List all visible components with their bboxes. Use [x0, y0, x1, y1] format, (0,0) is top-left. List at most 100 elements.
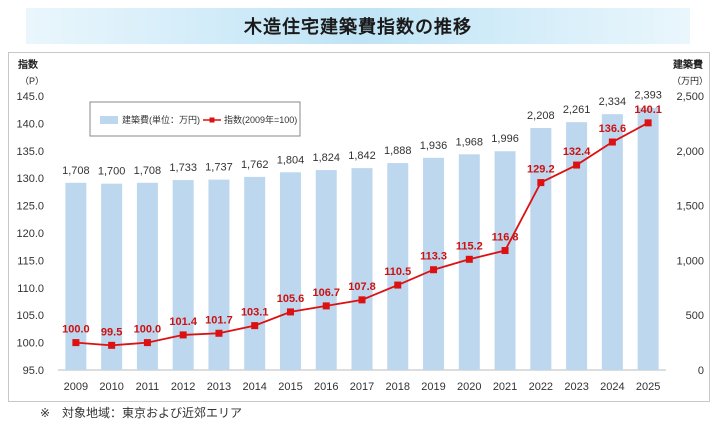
x-axis-tick-label: 2009 — [64, 381, 88, 393]
bar — [494, 151, 516, 370]
index-marker — [644, 119, 652, 127]
x-axis-tick-label: 2024 — [600, 381, 624, 393]
left-axis-tick-label: 125.0 — [16, 201, 44, 213]
bar-value-label: 1,762 — [241, 159, 269, 171]
x-axis-tick-label: 2023 — [564, 381, 588, 393]
bar — [208, 179, 230, 370]
index-marker — [501, 247, 509, 255]
index-value-label: 136.6 — [599, 123, 627, 135]
bar-value-label: 1,996 — [491, 133, 519, 145]
index-value-label: 103.1 — [241, 307, 269, 319]
index-value-label: 100.0 — [62, 324, 90, 336]
index-marker — [143, 339, 151, 347]
bar-value-label: 1,733 — [169, 162, 197, 174]
bar-value-label: 1,708 — [62, 165, 90, 177]
x-axis-tick-label: 2019 — [421, 381, 445, 393]
bar — [65, 182, 87, 370]
index-value-label: 132.4 — [563, 146, 591, 158]
bar-value-label: 2,208 — [527, 110, 555, 122]
bar-value-label: 1,700 — [98, 166, 126, 178]
bar — [387, 163, 409, 370]
left-axis-tick-label: 145.0 — [16, 91, 44, 103]
index-marker — [573, 161, 581, 169]
right-axis-tick-label: 1,500 — [676, 201, 704, 213]
right-axis-tick-label: 1,000 — [676, 255, 704, 267]
bar — [423, 157, 445, 370]
title-banner: 木造住宅建築費指数の推移 — [26, 8, 690, 44]
bar-value-label: 1,804 — [277, 154, 305, 166]
index-marker — [322, 302, 330, 310]
bar — [315, 170, 337, 370]
legend-bar-label: 建築費(単位：万円) — [122, 114, 200, 125]
right-axis-unit: （万円） — [672, 76, 708, 86]
legend-line-label: 指数(2009年=100) — [224, 114, 297, 125]
index-value-label: 99.5 — [101, 326, 122, 338]
bar-value-label: 1,737 — [205, 162, 233, 174]
bar-value-label: 2,334 — [599, 96, 627, 108]
index-value-label: 116.8 — [492, 232, 519, 244]
index-value-label: 101.4 — [169, 316, 197, 328]
left-axis-tick-label: 135.0 — [16, 146, 44, 158]
right-axis-tick-label: 0 — [698, 365, 704, 377]
index-marker — [358, 296, 366, 304]
index-marker — [286, 308, 294, 316]
x-axis-tick-label: 2011 — [136, 381, 160, 393]
x-axis-tick-label: 2014 — [242, 381, 266, 393]
index-value-label: 107.8 — [348, 281, 376, 293]
bar — [101, 183, 123, 370]
index-marker — [537, 179, 545, 187]
bar — [244, 176, 266, 370]
index-value-label: 140.1 — [634, 104, 662, 116]
x-axis-tick-label: 2021 — [493, 381, 517, 393]
index-value-label: 129.2 — [527, 164, 555, 176]
index-marker — [251, 322, 259, 330]
right-axis-tick-label: 2,500 — [676, 91, 704, 103]
x-axis-tick-label: 2015 — [278, 381, 302, 393]
right-axis-tick-label: 2,000 — [676, 146, 704, 158]
left-axis-tick-label: 110.0 — [17, 283, 44, 295]
left-axis-tick-label: 140.0 — [16, 118, 44, 130]
x-axis-tick-label: 2022 — [529, 381, 553, 393]
left-axis-tick-label: 120.0 — [16, 228, 44, 240]
legend-line-marker — [209, 117, 215, 123]
index-value-label: 110.5 — [384, 266, 411, 278]
index-marker — [215, 329, 223, 337]
bar — [279, 172, 301, 370]
index-marker — [108, 341, 116, 349]
chart-frame — [8, 52, 710, 402]
bar-value-label: 1,842 — [348, 150, 376, 162]
index-value-label: 101.7 — [205, 314, 233, 326]
index-marker — [465, 255, 473, 263]
footnote: ※ 対象地域：東京および近郊エリア — [40, 406, 243, 420]
page-title: 木造住宅建築費指数の推移 — [244, 17, 472, 37]
x-axis-tick-label: 2013 — [207, 381, 231, 393]
left-axis-tick-label: 95.0 — [23, 365, 44, 377]
left-axis-unit: （P） — [20, 76, 44, 86]
index-marker — [72, 339, 80, 347]
bar-value-label: 2,261 — [563, 104, 591, 116]
bar — [566, 122, 588, 370]
x-axis-tick-label: 2017 — [350, 381, 374, 393]
bar-value-label: 1,824 — [312, 152, 340, 164]
bar — [601, 114, 623, 370]
index-marker — [608, 138, 616, 146]
x-axis-tick-label: 2012 — [171, 381, 195, 393]
right-axis-tick-label: 500 — [686, 310, 704, 322]
x-axis-tick-label: 2020 — [457, 381, 481, 393]
index-value-label: 115.2 — [456, 240, 483, 252]
left-axis-tick-label: 100.0 — [16, 338, 44, 350]
index-value-label: 113.3 — [420, 251, 447, 263]
bar-value-label: 1,708 — [134, 165, 162, 177]
index-marker — [394, 281, 402, 289]
legend: 建築費(単位：万円) 指数(2009年=100) — [89, 101, 301, 137]
left-axis-tick-label: 115.0 — [17, 255, 44, 267]
left-axis-tick-label: 105.0 — [16, 310, 44, 322]
x-axis-tick-label: 2010 — [99, 381, 123, 393]
index-marker — [179, 331, 187, 339]
left-axis-title: 指数 — [18, 58, 39, 71]
bar-value-label: 1,888 — [384, 145, 412, 157]
bar — [136, 182, 158, 370]
bar-value-label: 1,936 — [420, 140, 448, 152]
x-axis-tick-label: 2018 — [386, 381, 410, 393]
